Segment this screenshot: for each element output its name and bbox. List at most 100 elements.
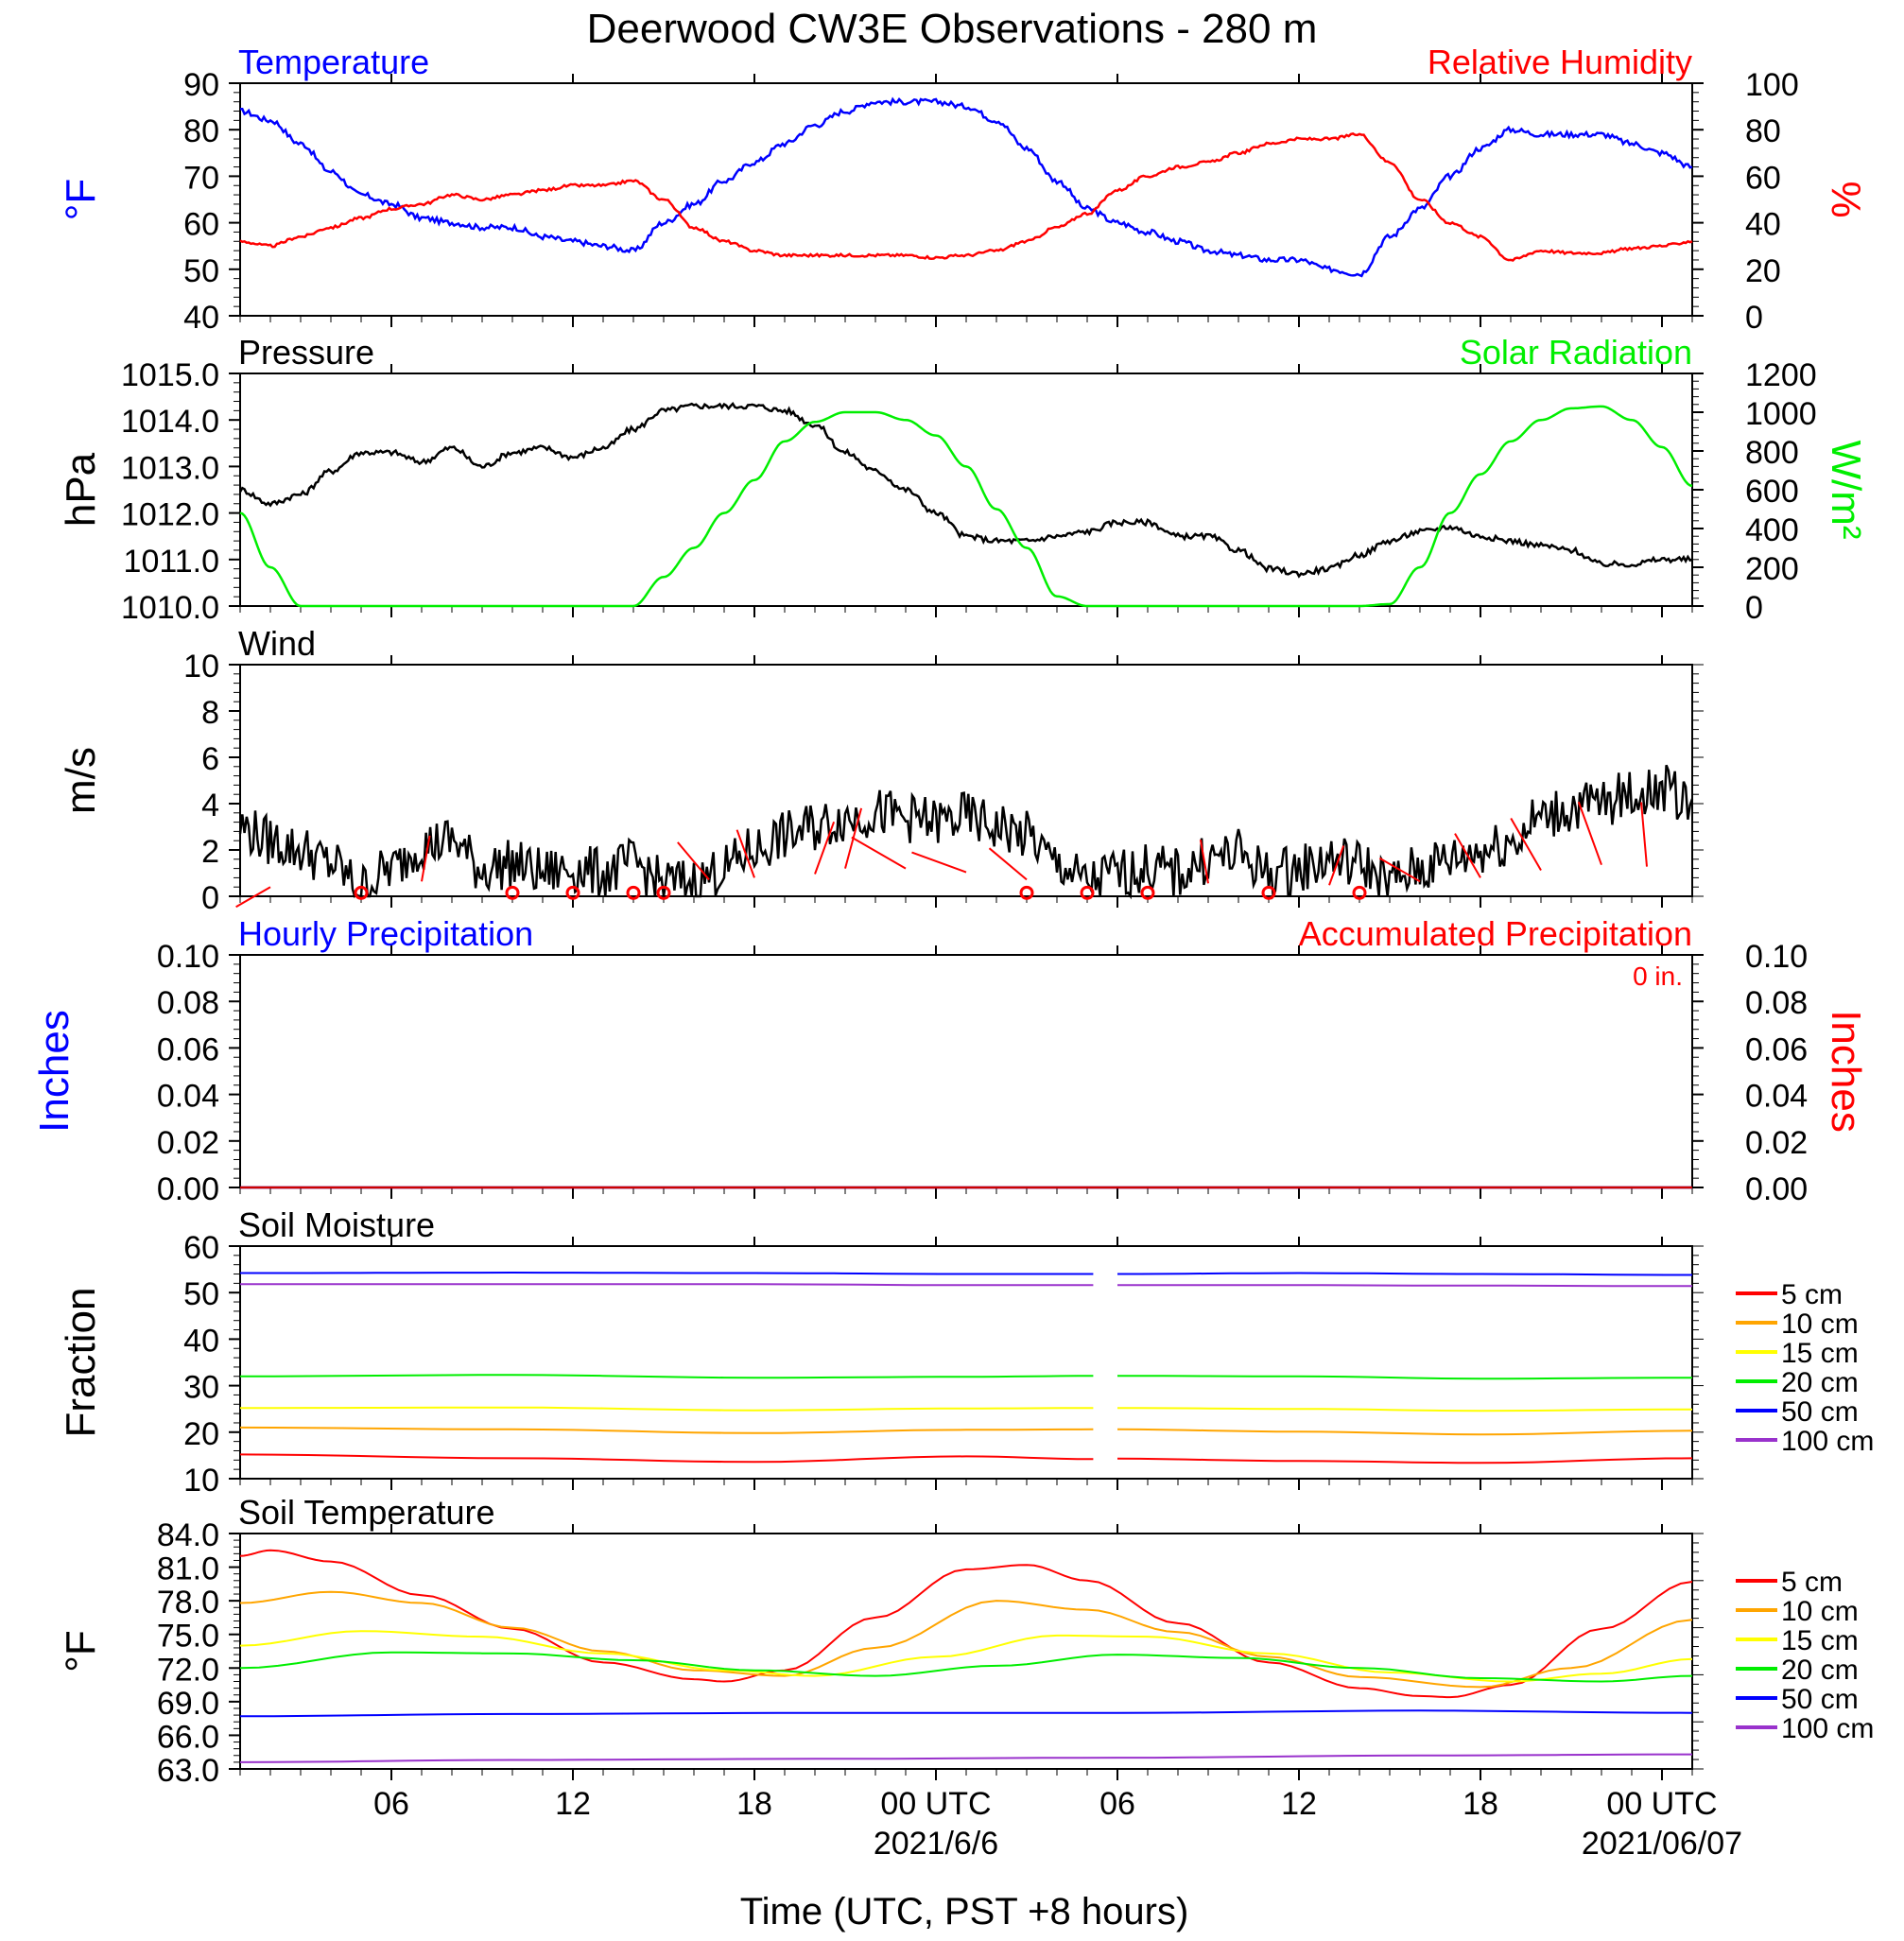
panel-title-left: Temperature (238, 43, 429, 81)
series-line-50-cm (240, 1271, 1094, 1275)
y-axis-label-left: °F (58, 179, 104, 220)
y-tick-label-right: 0 (1745, 590, 1763, 626)
y-tick-label-left: 10 (183, 649, 219, 685)
y-tick-label-left: 0.04 (157, 1079, 219, 1115)
panel-frame (239, 373, 1693, 607)
x-tick-label: 06 (1099, 1786, 1135, 1822)
y-tick-label-left: 0.08 (157, 985, 219, 1021)
y-axis-label-left: °F (58, 1630, 104, 1672)
panel-title-left: Soil Moisture (238, 1205, 435, 1244)
wind-barb (1577, 801, 1602, 866)
y-tick-label-left: 84.0 (157, 1517, 219, 1553)
wind-barb (988, 847, 1028, 881)
x-tick-label: 12 (1281, 1786, 1317, 1822)
y-tick-label-left: 70 (183, 160, 219, 196)
x-axis-label: Time (UTC, PST +8 hours) (740, 1891, 1189, 1932)
legend-label: 5 cm (1781, 1567, 1843, 1598)
series-line-10-cm (239, 1426, 1094, 1434)
x-tick-label: 00 UTC (880, 1786, 991, 1822)
wind-barb (677, 841, 710, 881)
legend-label: 15 cm (1781, 1338, 1859, 1369)
y-tick-label-left: 60 (183, 207, 219, 243)
y-tick-label-left: 50 (183, 253, 219, 289)
y-axis-label-right: W/m² (1823, 440, 1869, 539)
y-tick-label-left: 1010.0 (121, 590, 219, 626)
series-line-5-cm (239, 1453, 1094, 1464)
series-line-15-cm (1116, 1407, 1692, 1412)
x-tick-label: 18 (1463, 1786, 1498, 1822)
panel-frame (239, 954, 1693, 1188)
y-tick-label-left: 1014.0 (121, 404, 219, 440)
y-axis-label-left: hPa (58, 452, 104, 527)
y-axis-label-left: Inches (31, 1010, 78, 1133)
y-axis-label-left: Fraction (58, 1288, 104, 1438)
x-axis: 06 12 18 00 UTC 06 12 18 00 UTC 2021/6/6 2021/06/… (373, 1786, 1742, 1862)
y-tick-label-left: 0 (201, 880, 219, 916)
series-line-100-cm (239, 1753, 1692, 1763)
panel-title-right: Solar Radiation (1460, 333, 1692, 372)
wind-calm-marker (626, 885, 641, 900)
y-tick-label-left: 4 (201, 788, 219, 823)
wind-barb (736, 829, 755, 878)
panel-title-right: Relative Humidity (1428, 43, 1692, 81)
x-tick-label: 06 (373, 1786, 409, 1822)
legend-label: 50 cm (1781, 1684, 1859, 1715)
wind-barb (1378, 857, 1421, 883)
wind-calm-marker (565, 885, 580, 900)
y-tick-label-right: 0.10 (1745, 939, 1808, 975)
series-line-temperature (240, 96, 1693, 278)
wind-barb (851, 836, 907, 870)
panel-title-left: Hourly Precipitation (238, 914, 533, 953)
y-tick-label-left: 0.00 (157, 1171, 219, 1207)
panel-title-right: Accumulated Precipitation (1299, 914, 1692, 953)
series-line-100-cm (1117, 1284, 1692, 1288)
figure-title: Deerwood CW3E Observations - 280 m (587, 6, 1318, 52)
y-tick-label-left: 10 (183, 1463, 219, 1499)
y-tick-label-left: 40 (183, 1323, 219, 1359)
wind-barb (421, 835, 431, 882)
wind-calm-marker (1080, 885, 1095, 900)
panel-soil-temperature: 84.081.078.075.072.069.066.063.0 Soil Tem… (58, 1493, 1874, 1789)
wind-barb (1454, 833, 1481, 878)
x-tick-label: 00 UTC (1606, 1786, 1717, 1822)
y-tick-label-left: 0.06 (157, 1031, 219, 1067)
y-tick-label-left: 69.0 (157, 1686, 219, 1722)
series-line-100-cm (240, 1283, 1094, 1287)
series-line-50-cm (239, 1709, 1693, 1718)
panel-frame (239, 82, 1693, 317)
y-tick-label-right: 800 (1745, 435, 1799, 471)
panel-temperature-humidity: 90 80 70 60 50 40 100 80 60 40 20 0 Temperature Relat… (58, 43, 1869, 336)
y-tick-label-right: 0.04 (1745, 1079, 1808, 1115)
legend-label: 10 cm (1781, 1596, 1859, 1627)
wind-barb (1328, 845, 1345, 886)
panel-frame (239, 1245, 1693, 1480)
y-tick-label-left: 81.0 (157, 1551, 219, 1587)
wind-calm-marker (1261, 885, 1276, 900)
y-tick-label-left: 1015.0 (121, 357, 219, 393)
series-line-15-cm (239, 1630, 1693, 1683)
y-tick-label-left: 90 (183, 67, 219, 103)
y-tick-label-left: 50 (183, 1276, 219, 1312)
panel-wind: 10 8 6 4 2 0 Wind m/s (58, 624, 1704, 916)
y-axis-label-right: % (1823, 181, 1869, 217)
series-line-20-cm (239, 1651, 1693, 1683)
series-line-wind (238, 764, 1694, 900)
x-tick-label: 18 (736, 1786, 772, 1822)
series-line-10-cm (1116, 1428, 1693, 1436)
wind-calm-marker (1140, 885, 1155, 900)
y-tick-label-left: 8 (201, 695, 219, 731)
y-tick-label-right: 600 (1745, 474, 1799, 510)
wind-calm-marker (505, 885, 520, 900)
series-line-10-cm (239, 1590, 1693, 1689)
y-tick-label-left: 60 (183, 1230, 219, 1266)
panel-annotation: 0 in. (1633, 962, 1683, 991)
y-tick-label-right: 0.06 (1745, 1031, 1808, 1067)
wind-barb (1640, 802, 1648, 867)
panel-title-left: Soil Temperature (238, 1493, 494, 1532)
legend-label: 15 cm (1781, 1625, 1859, 1656)
y-tick-label-left: 75.0 (157, 1619, 219, 1655)
y-tick-label-left: 6 (201, 741, 219, 777)
y-tick-label-left: 20 (183, 1416, 219, 1452)
